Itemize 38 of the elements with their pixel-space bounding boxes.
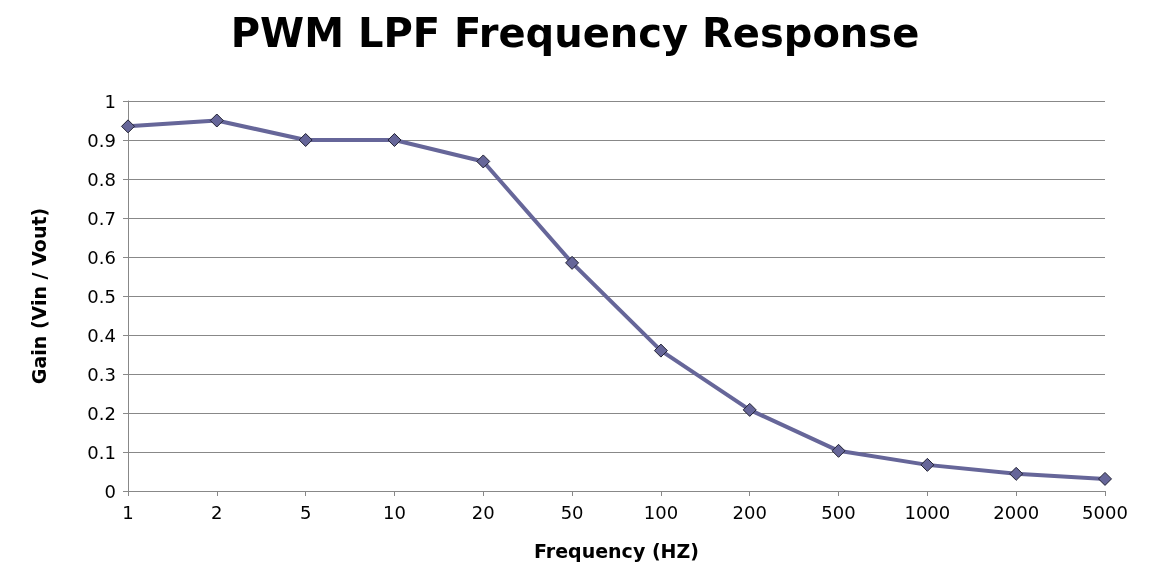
point (565, 255, 580, 270)
point (831, 443, 846, 458)
x-tick-label: 1 (122, 501, 134, 523)
y-tick-label: 0.5 (87, 285, 116, 307)
y-tick-label: 0.8 (87, 168, 116, 190)
x-tick-label: 1000 (904, 501, 951, 523)
point (920, 457, 935, 472)
y-tick-label: 0.1 (87, 441, 116, 463)
y-tick-label: 0.2 (87, 402, 116, 424)
y-tick-label: 1 (104, 90, 116, 112)
x-tick-label: 200 (732, 501, 767, 523)
point (1098, 471, 1112, 486)
y-axis-title: Gain (Vin / Vout) (27, 207, 50, 385)
point (209, 113, 224, 128)
point (653, 343, 668, 358)
x-axis-title: Frequency (HZ) (534, 539, 699, 562)
x-tick-label: 20 (471, 501, 495, 523)
y-tick-label: 0.9 (87, 129, 116, 151)
point (298, 133, 313, 147)
x-tick-label: 10 (383, 501, 406, 523)
y-tick-label: 0.7 (87, 207, 116, 229)
x-tick-label: 500 (821, 501, 856, 523)
point (1009, 466, 1024, 481)
x-tick-label: 100 (643, 501, 679, 523)
y-tick-label: 0.4 (87, 324, 116, 346)
chart-title: PWM LPF Frequency Response (230, 10, 920, 56)
point (387, 133, 402, 147)
x-tick-label: 2000 (993, 501, 1040, 523)
x-tick-label: 5000 (1082, 501, 1128, 523)
y-tick-label: 0.3 (87, 363, 116, 385)
point (121, 119, 135, 134)
x-tick-label: 50 (560, 501, 584, 523)
point (476, 154, 491, 169)
y-tick-label: 0 (104, 480, 116, 502)
y-tick-label: 0.6 (87, 246, 116, 268)
x-tick-label: 5 (299, 501, 312, 523)
x-tick-label: 2 (211, 501, 223, 523)
point (742, 402, 757, 417)
